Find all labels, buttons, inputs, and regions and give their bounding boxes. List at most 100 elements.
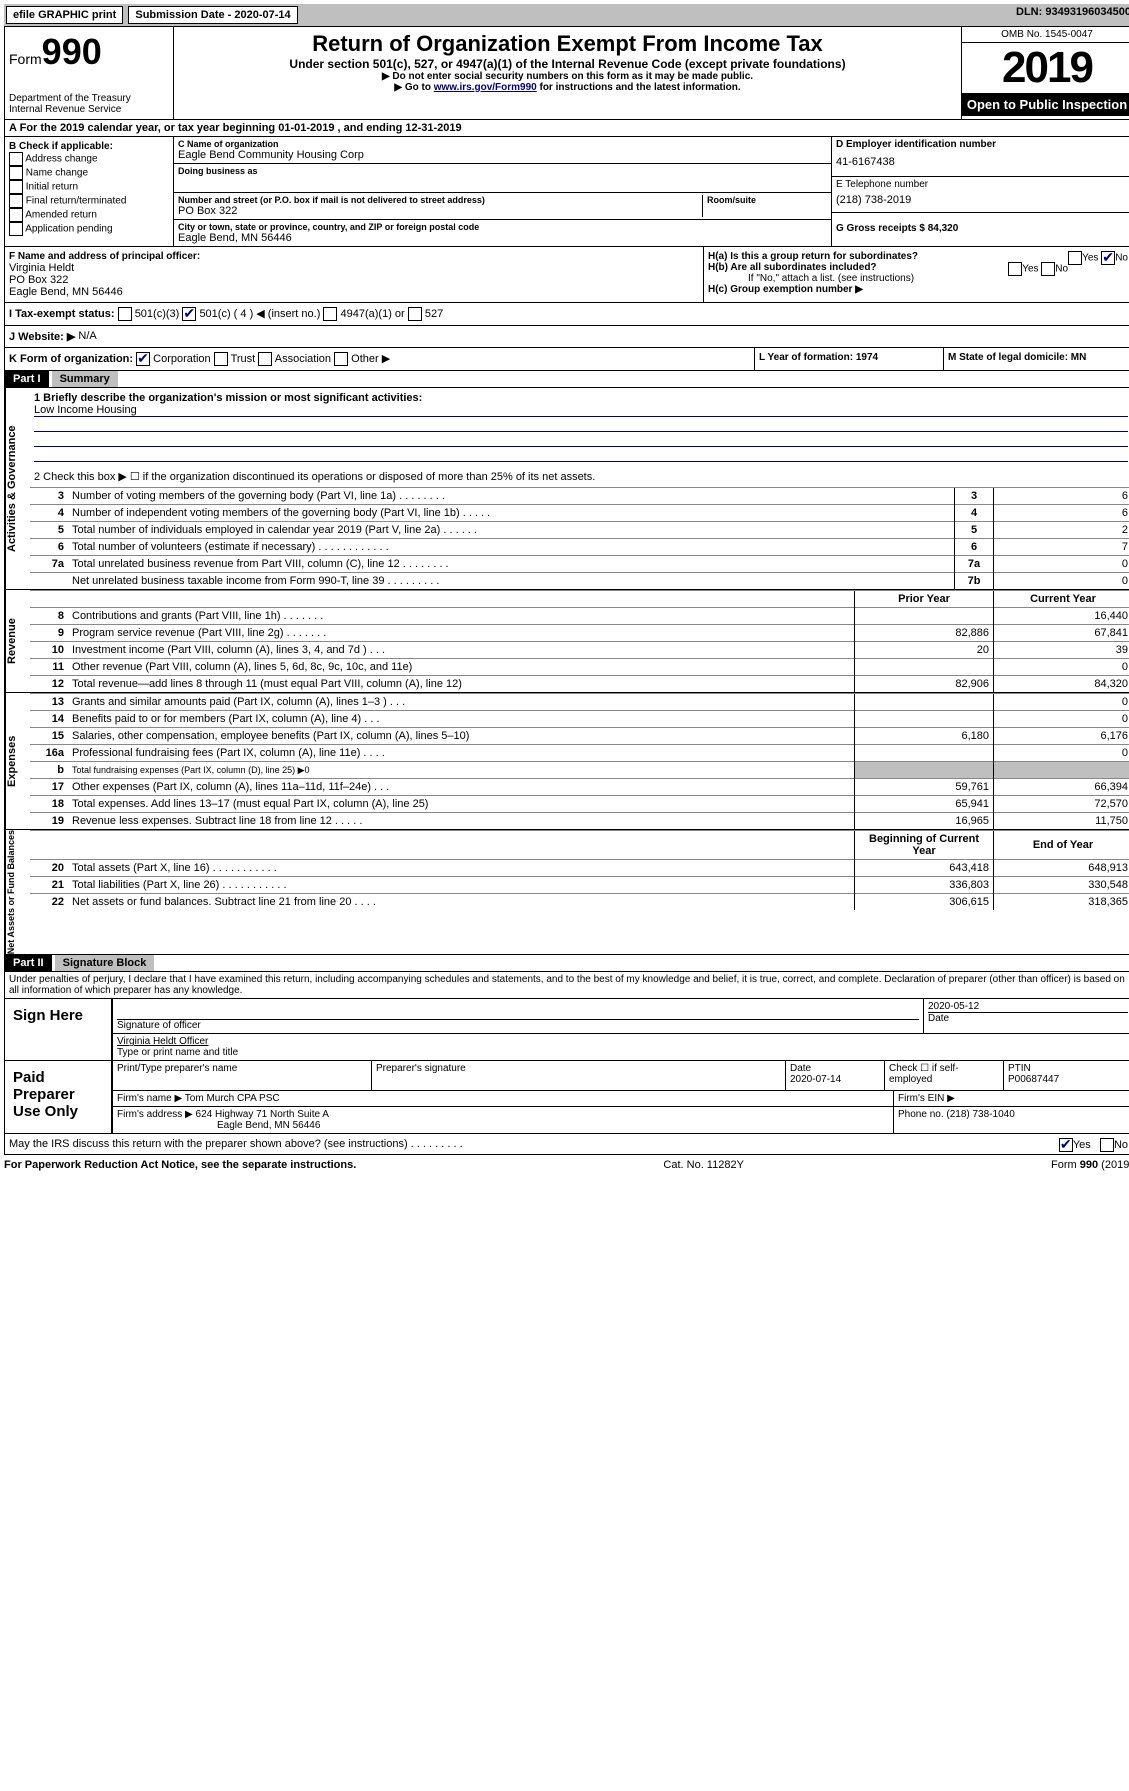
tax-exempt-row: I Tax-exempt status: 501(c)(3) 501(c) ( …: [4, 303, 1129, 326]
officer-addr1: PO Box 322: [9, 274, 699, 286]
officer-addr2: Eagle Bend, MN 56446: [9, 286, 699, 298]
sign-here-block: Sign Here Signature of officer 2020-05-1…: [4, 999, 1129, 1061]
checkbox-icon[interactable]: [214, 352, 228, 366]
open-to-public: Open to Public Inspection: [962, 93, 1129, 116]
part2-title: Signature Block: [55, 955, 155, 971]
checkbox-icon[interactable]: [9, 166, 23, 180]
q1-label: 1 Briefly describe the organization's mi…: [34, 392, 1128, 404]
section-k-label: K Form of organization:: [9, 353, 133, 365]
officer-name-label: Type or print name and title: [117, 1047, 1128, 1058]
form-header: Form990 Department of the Treasury Inter…: [4, 26, 1129, 120]
footer: For Paperwork Reduction Act Notice, see …: [4, 1155, 1129, 1175]
check-pending: Application pending: [9, 222, 169, 236]
dept-label: Department of the Treasury Internal Reve…: [9, 93, 169, 115]
checkbox-icon[interactable]: [258, 352, 272, 366]
prep-name-label: Print/Type preparer's name: [117, 1063, 367, 1074]
ein-value: 41-6167438: [836, 150, 1128, 174]
footer-mid: Cat. No. 11282Y: [663, 1159, 744, 1171]
prep-date: 2020-07-14: [790, 1074, 880, 1085]
hc-label: H(c) Group exemption number ▶: [708, 284, 1128, 295]
sig-date-label: Date: [928, 1012, 1128, 1024]
section-m: M State of legal domicile: MN: [944, 348, 1129, 370]
footer-left: For Paperwork Reduction Act Notice, see …: [4, 1159, 356, 1171]
form990-link[interactable]: www.irs.gov/Form990: [434, 82, 537, 93]
ha-label: H(a) Is this a group return for subordin…: [708, 251, 918, 262]
sig-officer-label: Signature of officer: [117, 1019, 919, 1031]
part1-badge: Part I: [5, 371, 49, 387]
section-b: B Check if applicable: Address change Na…: [5, 137, 174, 246]
dba-label: Doing business as: [178, 166, 827, 176]
checkbox-icon[interactable]: [9, 208, 23, 222]
addr-label: Number and street (or P.O. box if mail i…: [178, 195, 702, 205]
q2-label: 2 Check this box ▶ ☐ if the organization…: [30, 466, 1129, 487]
checkbox-checked-icon[interactable]: [182, 307, 196, 321]
discuss-text: May the IRS discuss this return with the…: [9, 1138, 463, 1150]
org-name: Eagle Bend Community Housing Corp: [178, 149, 827, 161]
self-employed-check: Check ☐ if self-employed: [885, 1061, 1004, 1090]
hb-label: H(b) Are all subordinates included?: [708, 262, 877, 273]
section-f-label: F Name and address of principal officer:: [9, 251, 699, 262]
firm-ein-label: Firm's EIN ▶: [894, 1091, 1129, 1106]
netassets-table: Beginning of Current YearEnd of Year20To…: [30, 830, 1129, 910]
period-text: For the 2019 calendar year, or tax year …: [20, 122, 462, 134]
checkbox-icon[interactable]: [1100, 1138, 1114, 1152]
part2-badge: Part II: [5, 955, 52, 971]
entity-block: B Check if applicable: Address change Na…: [4, 137, 1129, 247]
ein-label: D Employer identification number: [836, 139, 1128, 150]
checkbox-icon[interactable]: [118, 307, 132, 321]
paid-preparer-block: Paid Preparer Use Only Print/Type prepar…: [4, 1061, 1129, 1134]
addr-value: PO Box 322: [178, 205, 702, 217]
checkbox-icon[interactable]: [408, 307, 422, 321]
checkbox-icon[interactable]: [9, 180, 23, 194]
checkbox-icon[interactable]: [1041, 262, 1055, 276]
section-i-label: I Tax-exempt status:: [9, 308, 115, 320]
revenue-table: Prior YearCurrent Year8Contributions and…: [30, 590, 1129, 692]
firm-addr2: Eagle Bend, MN 56446: [217, 1120, 320, 1131]
governance-table: 3Number of voting members of the governi…: [30, 487, 1129, 589]
checkbox-icon[interactable]: [1068, 251, 1082, 265]
expenses-vlabel: Expenses: [5, 693, 30, 829]
checkbox-icon[interactable]: [1008, 262, 1022, 276]
section-j-label: J Website: ▶: [9, 330, 75, 343]
dln-label: DLN: 93493196034500: [1016, 6, 1129, 18]
firm-addr1: 624 Highway 71 North Suite A: [196, 1109, 329, 1120]
check-name: Name change: [9, 166, 169, 180]
form-subtitle: Under section 501(c), 527, or 4947(a)(1)…: [178, 57, 957, 71]
section-l: L Year of formation: 1974: [755, 348, 944, 370]
firm-addr-label: Firm's address ▶: [117, 1109, 193, 1120]
footer-right: Form 990 (2019): [1051, 1159, 1129, 1171]
check-final: Final return/terminated: [9, 194, 169, 208]
checkbox-icon[interactable]: [334, 352, 348, 366]
checkbox-checked-icon[interactable]: [1059, 1138, 1073, 1152]
check-initial: Initial return: [9, 180, 169, 194]
officer-h-block: F Name and address of principal officer:…: [4, 247, 1129, 303]
checkbox-icon[interactable]: [9, 194, 23, 208]
website-row: J Website: ▶ N/A: [4, 326, 1129, 348]
expenses-section: Expenses 13Grants and similar amounts pa…: [4, 693, 1129, 830]
period-row: A For the 2019 calendar year, or tax yea…: [4, 120, 1129, 137]
q1-value: Low Income Housing: [34, 404, 1128, 417]
phone-value: (218) 738-2019: [836, 190, 1128, 210]
checkbox-checked-icon[interactable]: [136, 352, 150, 366]
checkbox-icon[interactable]: [9, 152, 23, 166]
checkbox-checked-icon[interactable]: [1101, 251, 1115, 265]
top-bar: efile GRAPHIC print Submission Date - 20…: [4, 4, 1129, 26]
org-name-label: C Name of organization: [178, 139, 827, 149]
sig-date: 2020-05-12: [928, 1001, 1128, 1012]
firm-phone: Phone no. (218) 738-1040: [894, 1107, 1129, 1133]
checkbox-icon[interactable]: [323, 307, 337, 321]
officer-typed-name: Virginia Heldt Officer: [117, 1036, 1128, 1047]
check-amended: Amended return: [9, 208, 169, 222]
checkbox-icon[interactable]: [9, 222, 23, 236]
city-value: Eagle Bend, MN 56446: [178, 232, 827, 244]
ptin-value: P00687447: [1008, 1074, 1128, 1085]
check-address: Address change: [9, 152, 169, 166]
part1-header-row: Part I Summary: [4, 371, 1129, 388]
sign-here-label: Sign Here: [5, 999, 111, 1060]
city-label: City or town, state or province, country…: [178, 222, 827, 232]
netassets-section: Net Assets or Fund Balances Beginning of…: [4, 830, 1129, 955]
revenue-vlabel: Revenue: [5, 590, 30, 692]
efile-print-cell[interactable]: efile GRAPHIC print: [6, 6, 123, 24]
governance-section: Activities & Governance 1 Briefly descri…: [4, 388, 1129, 590]
website-value: N/A: [78, 330, 96, 343]
